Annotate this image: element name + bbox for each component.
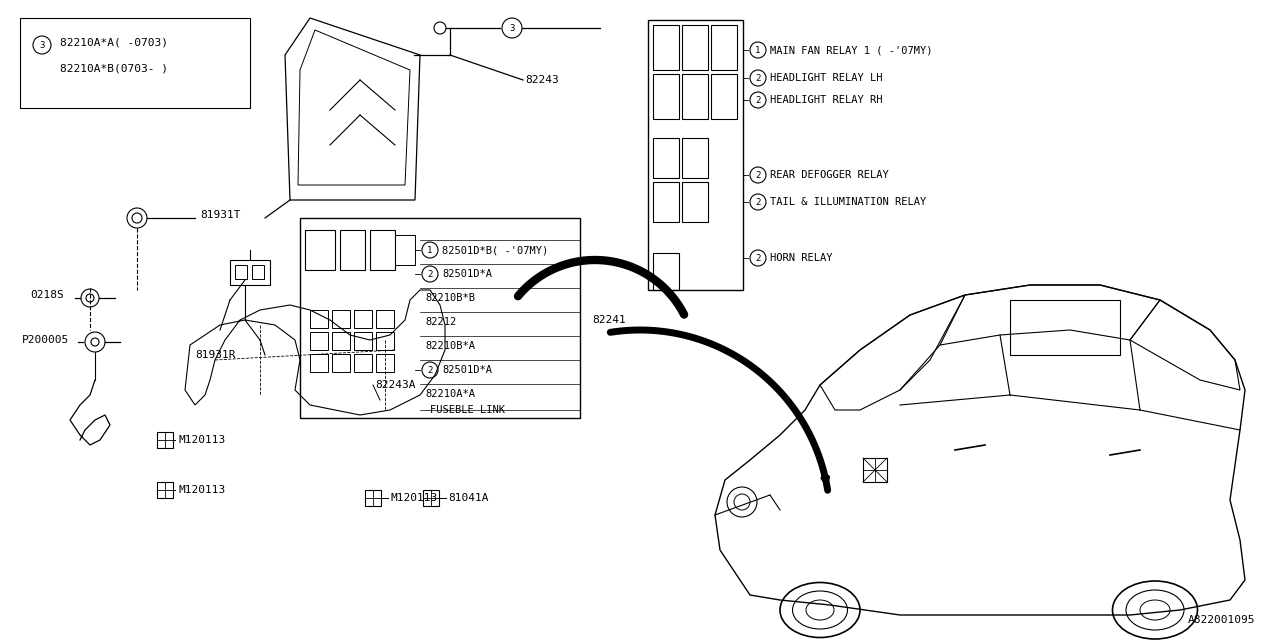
Bar: [682, 74, 708, 119]
Text: 2: 2: [755, 95, 760, 104]
Text: HEADLIGHT RELAY LH: HEADLIGHT RELAY LH: [771, 73, 882, 83]
Text: 81931R: 81931R: [195, 350, 236, 360]
Text: M120113: M120113: [178, 485, 225, 495]
Bar: [370, 230, 396, 270]
Bar: [157, 482, 173, 498]
Text: 82243: 82243: [525, 75, 559, 85]
Text: 2: 2: [755, 198, 760, 207]
Bar: [653, 25, 678, 70]
Text: 82210B*A: 82210B*A: [425, 341, 475, 351]
Text: 81041A: 81041A: [448, 493, 489, 503]
Bar: [710, 25, 737, 70]
Text: 82210A*B(0703- ): 82210A*B(0703- ): [60, 63, 168, 73]
Text: 82501D*A: 82501D*A: [442, 365, 492, 375]
Text: MAIN FAN RELAY 1 ( -'07MY): MAIN FAN RELAY 1 ( -'07MY): [771, 45, 933, 55]
Bar: [376, 310, 394, 328]
Bar: [20, 18, 250, 108]
Text: M120113: M120113: [178, 435, 225, 445]
Text: 82501D*A: 82501D*A: [442, 269, 492, 279]
Text: 1: 1: [428, 246, 433, 255]
Bar: [230, 260, 270, 285]
Text: 82241: 82241: [593, 315, 626, 325]
Bar: [300, 218, 580, 418]
Text: 3: 3: [40, 40, 45, 49]
Bar: [682, 25, 708, 70]
Bar: [422, 490, 439, 506]
Bar: [340, 230, 365, 270]
Bar: [310, 310, 328, 328]
Bar: [648, 20, 742, 290]
Bar: [310, 332, 328, 350]
Bar: [376, 354, 394, 372]
Bar: [653, 182, 678, 222]
Bar: [236, 265, 247, 279]
Text: M120113: M120113: [390, 493, 438, 503]
Bar: [653, 138, 678, 178]
Bar: [376, 332, 394, 350]
Text: 82243A: 82243A: [375, 380, 416, 390]
Text: 81931T: 81931T: [200, 210, 241, 220]
Bar: [710, 74, 737, 119]
Text: A822001095: A822001095: [1188, 615, 1254, 625]
Text: 3: 3: [509, 24, 515, 33]
Text: 82210B*B: 82210B*B: [425, 293, 475, 303]
Text: 2: 2: [428, 269, 433, 278]
Text: 2: 2: [428, 365, 433, 374]
Bar: [682, 138, 708, 178]
Bar: [252, 265, 264, 279]
Bar: [332, 354, 349, 372]
Text: 2: 2: [755, 253, 760, 262]
Text: FUSEBLE LINK: FUSEBLE LINK: [430, 405, 506, 415]
Bar: [355, 310, 372, 328]
Bar: [332, 332, 349, 350]
Text: HORN RELAY: HORN RELAY: [771, 253, 832, 263]
Text: 0218S: 0218S: [29, 290, 64, 300]
Bar: [355, 354, 372, 372]
Text: 82212: 82212: [425, 317, 456, 327]
Bar: [365, 490, 381, 506]
Text: 82210A*A( -0703): 82210A*A( -0703): [60, 37, 168, 47]
Text: 1: 1: [755, 45, 760, 54]
Bar: [653, 253, 678, 290]
Bar: [653, 74, 678, 119]
Text: 82501D*B( -'07MY): 82501D*B( -'07MY): [442, 245, 548, 255]
Bar: [396, 235, 415, 265]
Bar: [332, 310, 349, 328]
Bar: [682, 182, 708, 222]
Text: 2: 2: [755, 74, 760, 83]
Text: 82210A*A: 82210A*A: [425, 389, 475, 399]
Bar: [305, 230, 335, 270]
Bar: [157, 432, 173, 448]
Text: HEADLIGHT RELAY RH: HEADLIGHT RELAY RH: [771, 95, 882, 105]
Bar: [310, 354, 328, 372]
Text: 2: 2: [755, 170, 760, 179]
Text: REAR DEFOGGER RELAY: REAR DEFOGGER RELAY: [771, 170, 888, 180]
Bar: [355, 332, 372, 350]
Bar: [863, 458, 887, 482]
Bar: [1010, 300, 1120, 355]
Text: TAIL & ILLUMINATION RELAY: TAIL & ILLUMINATION RELAY: [771, 197, 927, 207]
Text: P200005: P200005: [22, 335, 69, 345]
